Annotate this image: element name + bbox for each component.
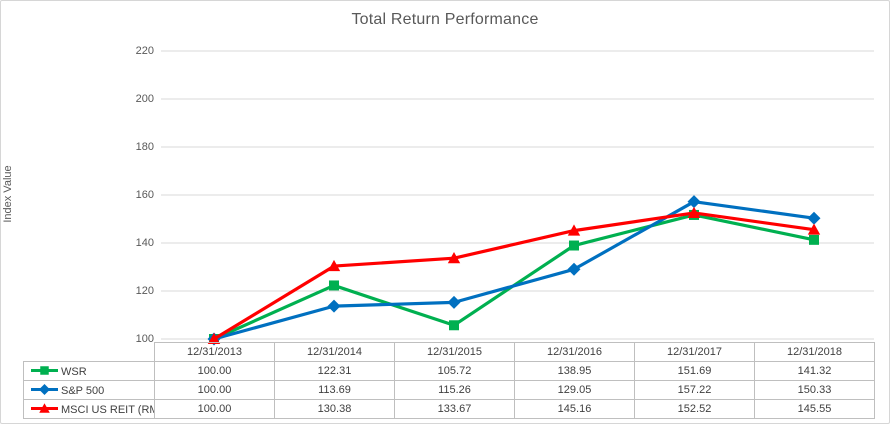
- table-row-s-p-500: S&P 500 100.00 113.69 115.26 129.05 157.22 150…: [23, 380, 875, 400]
- y-tick-label: 100: [135, 333, 154, 345]
- chart-title: Total Return Performance: [351, 11, 539, 28]
- date-header-cell: 12/31/2016: [514, 342, 635, 362]
- data-table: 12/31/2013 12/31/2014 12/31/2015 12/31/2016…: [23, 342, 875, 419]
- wsr-legend-key-icon: [31, 366, 58, 375]
- marker-square-wsr: [809, 234, 819, 245]
- value-cell: 141.32: [754, 361, 875, 381]
- value-cell: 151.69: [634, 361, 755, 381]
- legend-cell-wsr: WSR: [23, 361, 155, 381]
- marker-square-wsr: [329, 280, 339, 291]
- date-header-cell: 12/31/2015: [394, 342, 515, 362]
- series-line-msci-us-reit-rms: [212, 211, 816, 341]
- series-line-wsr: [212, 213, 816, 341]
- value-cell: 138.95: [514, 361, 635, 381]
- marker-square-wsr: [449, 320, 459, 331]
- msci-us-reit-rms-legend-key-icon: [31, 403, 58, 413]
- y-tick-label: 140: [135, 237, 154, 249]
- y-tick-label: 220: [135, 45, 154, 57]
- date-header-cell: 12/31/2017: [634, 342, 755, 362]
- value-cell: 105.72: [394, 361, 515, 381]
- s-p-500-legend-key-icon: [31, 383, 58, 396]
- y-tick-label: 120: [135, 285, 154, 297]
- date-header-cell: 12/31/2013: [154, 342, 275, 362]
- value-cell: 100.00: [154, 361, 275, 381]
- value-cell: 129.05: [514, 380, 635, 400]
- value-cell: 145.55: [754, 399, 875, 419]
- value-cell: 150.33: [754, 380, 875, 400]
- marker-triangle-msci-us-reit-rms: [687, 206, 701, 218]
- marker-diamond-s-p-500: [687, 195, 701, 209]
- value-cell: 152.52: [634, 399, 755, 419]
- table-corner-cell: [24, 343, 155, 362]
- value-cell: 130.38: [274, 399, 395, 419]
- marker-diamond-s-p-500: [567, 262, 581, 276]
- marker-triangle-msci-us-reit-rms: [327, 259, 341, 272]
- marker-diamond-s-p-500: [807, 211, 821, 225]
- legend-label: WSR: [61, 366, 87, 378]
- marker-triangle-msci-us-reit-rms: [207, 332, 221, 344]
- legend-cell-msci-us-reit-rms: MSCI US REIT (RMS): [23, 399, 155, 419]
- marker-triangle-msci-us-reit-rms: [807, 223, 821, 235]
- y-tick-label: 200: [135, 93, 154, 105]
- marker-diamond-s-p-500: [447, 295, 461, 309]
- y-tick-label: 160: [135, 189, 154, 201]
- value-cell: 133.67: [394, 399, 515, 419]
- value-cell: 122.31: [274, 361, 395, 381]
- date-header-cell: 12/31/2018: [754, 342, 875, 362]
- marker-diamond-s-p-500: [327, 299, 341, 313]
- legend-label: MSCI US REIT (RMS): [61, 404, 154, 416]
- marker-triangle-msci-us-reit-rms: [447, 251, 461, 264]
- table-row-wsr: WSR 100.00 122.31 105.72 138.95 151.69 141.32: [23, 361, 875, 381]
- series-line-s-p-500: [212, 200, 816, 341]
- table-header-row: 12/31/2013 12/31/2014 12/31/2015 12/31/2016…: [24, 342, 875, 362]
- value-cell: 100.00: [154, 380, 275, 400]
- marker-triangle-msci-us-reit-rms: [567, 224, 581, 236]
- value-cell: 115.26: [394, 380, 515, 400]
- y-tick-label: 180: [135, 141, 154, 153]
- date-header-cell: 12/31/2014: [274, 342, 395, 362]
- legend-label: S&P 500: [61, 385, 105, 397]
- value-cell: 157.22: [634, 380, 755, 400]
- marker-square-wsr: [569, 240, 579, 251]
- legend-cell-s-p-500: S&P 500: [23, 380, 155, 400]
- value-cell: 145.16: [514, 399, 635, 419]
- value-cell: 113.69: [274, 380, 395, 400]
- table-row-msci-us-reit-rms: MSCI US REIT (RMS)100.00130.38133.67145.…: [23, 399, 875, 419]
- value-cell: 100.00: [154, 399, 275, 419]
